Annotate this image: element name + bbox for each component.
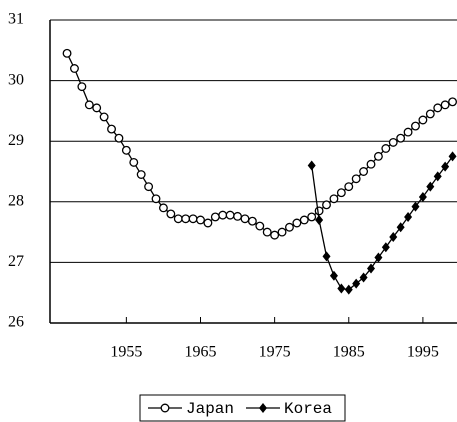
legend-label: Korea — [284, 400, 332, 418]
x-tick-label: 1975 — [259, 344, 291, 361]
data-point — [107, 124, 116, 134]
data-point — [337, 283, 346, 294]
data-point — [292, 218, 302, 228]
data-point — [329, 194, 339, 204]
data-point — [121, 145, 131, 155]
data-point — [373, 151, 383, 161]
data-point — [277, 227, 287, 237]
data-point — [425, 109, 435, 119]
legend-marker — [160, 403, 170, 413]
x-tick-label: 1955 — [110, 344, 142, 361]
data-point — [181, 214, 191, 224]
data-point — [366, 159, 376, 169]
data-point — [404, 211, 413, 222]
data-point — [233, 211, 243, 221]
data-point — [359, 167, 369, 176]
data-point — [262, 227, 272, 237]
data-point — [344, 284, 353, 295]
data-point — [144, 182, 154, 192]
data-point — [166, 209, 176, 219]
data-point — [210, 212, 220, 222]
x-tick-label: 1965 — [184, 344, 216, 361]
data-point — [203, 218, 213, 228]
data-point — [411, 121, 420, 131]
data-point — [396, 222, 405, 233]
data-point — [270, 230, 280, 240]
y-tick-label: 28 — [8, 192, 24, 209]
data-point — [440, 100, 450, 110]
data-point — [70, 64, 79, 73]
data-point — [315, 214, 324, 225]
legend-label: Japan — [186, 400, 234, 418]
data-point — [188, 214, 198, 224]
data-point — [129, 157, 139, 167]
data-point — [240, 214, 250, 224]
data-point — [381, 242, 390, 253]
data-point — [247, 216, 257, 226]
data-point — [433, 103, 443, 113]
data-point — [367, 263, 376, 274]
data-point — [84, 100, 94, 110]
data-point — [114, 133, 124, 143]
data-point — [322, 200, 331, 210]
data-point — [314, 206, 324, 216]
data-point — [441, 161, 450, 172]
y-tick-label: 30 — [8, 71, 24, 88]
data-point — [396, 133, 406, 143]
data-point — [418, 115, 428, 125]
series-line — [311, 155, 454, 291]
data-point — [92, 103, 102, 113]
data-point — [62, 48, 72, 58]
x-tick-label: 1985 — [333, 344, 365, 361]
data-point — [351, 174, 361, 184]
y-tick-label: 29 — [8, 132, 24, 149]
y-tick-label: 26 — [8, 314, 24, 331]
data-point — [285, 222, 294, 232]
data-point — [299, 215, 309, 225]
data-point — [381, 144, 391, 153]
data-point — [448, 97, 457, 107]
data-point — [344, 182, 354, 192]
data-point — [307, 212, 317, 222]
data-point — [151, 194, 161, 204]
data-point — [448, 151, 457, 162]
data-point — [255, 221, 265, 231]
y-tick-label: 27 — [8, 253, 24, 270]
data-point — [196, 215, 205, 225]
x-tick-label: 1995 — [407, 344, 439, 361]
data-point — [411, 201, 420, 212]
data-point — [99, 112, 109, 122]
data-point — [322, 251, 331, 262]
data-point — [225, 210, 235, 220]
data-point — [403, 127, 413, 137]
y-tick-label: 31 — [8, 11, 24, 28]
data-point — [418, 191, 427, 202]
data-point — [388, 137, 398, 147]
data-point — [218, 210, 228, 220]
data-point — [352, 278, 361, 289]
data-point — [426, 181, 435, 192]
data-point — [389, 231, 398, 242]
data-point — [136, 170, 146, 179]
data-point — [307, 160, 316, 171]
data-point — [374, 252, 383, 263]
data-point — [173, 214, 183, 224]
data-point — [336, 188, 346, 198]
data-point — [433, 171, 442, 182]
data-point — [329, 270, 338, 281]
data-point — [158, 203, 168, 213]
data-point — [77, 82, 87, 92]
legend: Japan Korea — [139, 394, 346, 422]
data-point — [359, 272, 368, 283]
legend-marker — [259, 403, 267, 413]
